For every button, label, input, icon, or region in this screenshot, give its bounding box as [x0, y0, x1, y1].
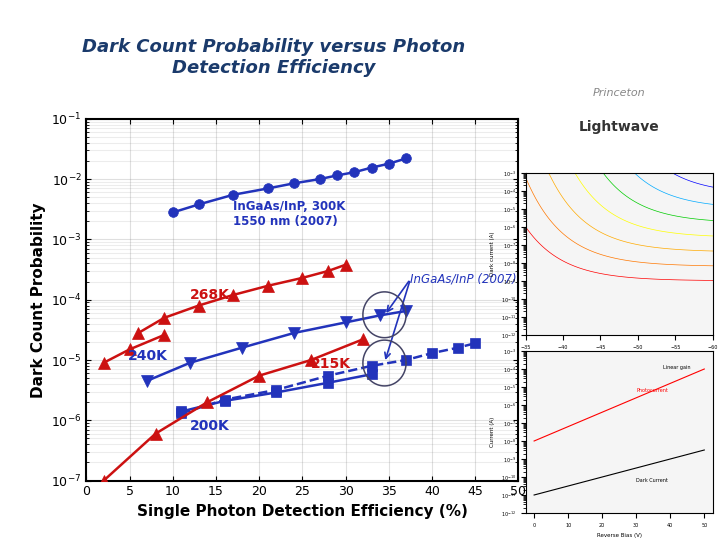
- Y-axis label: Dark current (A): Dark current (A): [490, 232, 495, 276]
- X-axis label: Reverse Bias (V): Reverse Bias (V): [597, 534, 642, 538]
- Text: 240K: 240K: [128, 349, 168, 363]
- Text: Photocurrent: Photocurrent: [636, 388, 668, 394]
- Text: Dark Current: Dark Current: [636, 478, 668, 483]
- Text: InGaAs/InP (2007): InGaAs/InP (2007): [410, 273, 517, 286]
- Text: Princeton: Princeton: [593, 88, 646, 98]
- Y-axis label: Dark Count Probability: Dark Count Probability: [31, 202, 45, 397]
- Text: 200K: 200K: [190, 419, 230, 433]
- Text: Linear gain: Linear gain: [663, 365, 691, 370]
- Y-axis label: Current (A): Current (A): [490, 417, 495, 447]
- Text: Dark Count Probability versus Photon
Detection Efficiency: Dark Count Probability versus Photon Det…: [82, 38, 465, 77]
- Text: 268K: 268K: [190, 288, 230, 302]
- X-axis label: Single Photon Detection Efficiency (%): Single Photon Detection Efficiency (%): [137, 504, 468, 519]
- Text: 215K: 215K: [311, 357, 351, 372]
- Text: InGaAs/InP, 300K
1550 nm (2007): InGaAs/InP, 300K 1550 nm (2007): [233, 200, 346, 228]
- X-axis label: Reverse Bias (V): Reverse Bias (V): [597, 355, 642, 360]
- Text: Lightwave: Lightwave: [579, 120, 660, 134]
